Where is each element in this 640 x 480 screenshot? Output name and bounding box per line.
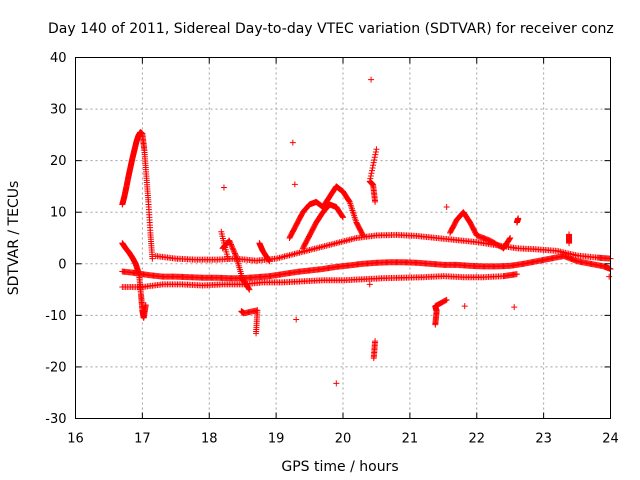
data-point	[339, 213, 346, 220]
y-tick-label: 40	[50, 51, 67, 66]
data-point	[507, 235, 514, 241]
data-point	[149, 255, 156, 262]
data-point	[566, 240, 573, 247]
data-point	[293, 316, 300, 323]
data-point	[360, 232, 367, 239]
data-point	[368, 170, 375, 177]
y-tick-label: 30	[50, 103, 67, 118]
data-point	[142, 302, 149, 309]
data-point	[291, 181, 298, 188]
data-point	[359, 231, 366, 238]
data-point	[245, 285, 252, 292]
data-point	[368, 76, 375, 83]
data-point	[372, 198, 379, 205]
data-point	[370, 162, 377, 169]
data-point	[220, 184, 227, 191]
data-point	[229, 245, 236, 252]
data-point	[506, 235, 513, 242]
data-point	[443, 204, 450, 211]
data-point	[461, 303, 468, 310]
data-point	[266, 258, 273, 265]
x-tick-label: 19	[268, 432, 285, 447]
data-point	[226, 237, 233, 244]
data-point	[253, 330, 260, 337]
data-point	[346, 198, 353, 205]
data-point	[371, 154, 378, 161]
data-point	[230, 247, 237, 254]
data-point	[370, 159, 377, 166]
data-point	[228, 242, 235, 249]
data-point	[227, 240, 234, 247]
data-point	[370, 355, 377, 362]
data-point	[231, 249, 238, 256]
data-point	[340, 214, 346, 221]
data-point	[371, 156, 378, 163]
y-tick-label: 0	[58, 257, 66, 272]
data-point	[227, 241, 234, 248]
y-tick-label: -20	[45, 360, 66, 375]
data-point	[367, 172, 374, 179]
data-point	[606, 273, 613, 280]
data-point	[368, 167, 375, 174]
data-point	[229, 244, 236, 251]
data-point	[246, 286, 253, 293]
data-points	[119, 76, 614, 387]
chart-title: Day 140 of 2011, Sidereal Day-to-day VTE…	[48, 21, 614, 37]
x-tick-label: 22	[468, 432, 485, 447]
axis-ticks: 16 17 18 19 20 21 22 23 24 -30 -20 -10 0 10 20 30 40	[45, 51, 619, 447]
x-tick-label: 17	[134, 432, 151, 447]
data-point	[226, 238, 233, 245]
y-axis-label: SDTVAR / TECUs	[6, 181, 22, 296]
data-point	[289, 139, 296, 146]
y-tick-label: 20	[50, 154, 67, 169]
data-point	[232, 251, 239, 258]
x-tick-label: 18	[201, 432, 218, 447]
x-tick-label: 20	[335, 432, 352, 447]
data-point	[515, 215, 522, 222]
data-point	[369, 164, 376, 171]
data-point	[333, 380, 340, 387]
y-tick-label: -30	[45, 412, 66, 427]
x-tick-label: 24	[602, 432, 619, 447]
data-point	[366, 281, 373, 288]
x-axis-label: GPS time / hours	[281, 459, 398, 475]
data-point	[230, 246, 237, 253]
x-tick-label: 23	[535, 432, 552, 447]
data-point	[265, 257, 272, 264]
data-point	[513, 271, 520, 278]
y-tick-label: -10	[45, 309, 66, 324]
data-point	[432, 321, 439, 328]
data-point	[231, 250, 238, 257]
data-point	[511, 304, 518, 311]
data-point	[373, 146, 380, 153]
data-point	[372, 151, 379, 158]
data-point	[372, 148, 379, 155]
x-tick-label: 21	[402, 432, 419, 447]
x-tick-label: 16	[67, 432, 84, 447]
data-point	[224, 255, 231, 262]
grid-lines	[75, 57, 611, 419]
y-tick-label: 10	[50, 206, 67, 221]
